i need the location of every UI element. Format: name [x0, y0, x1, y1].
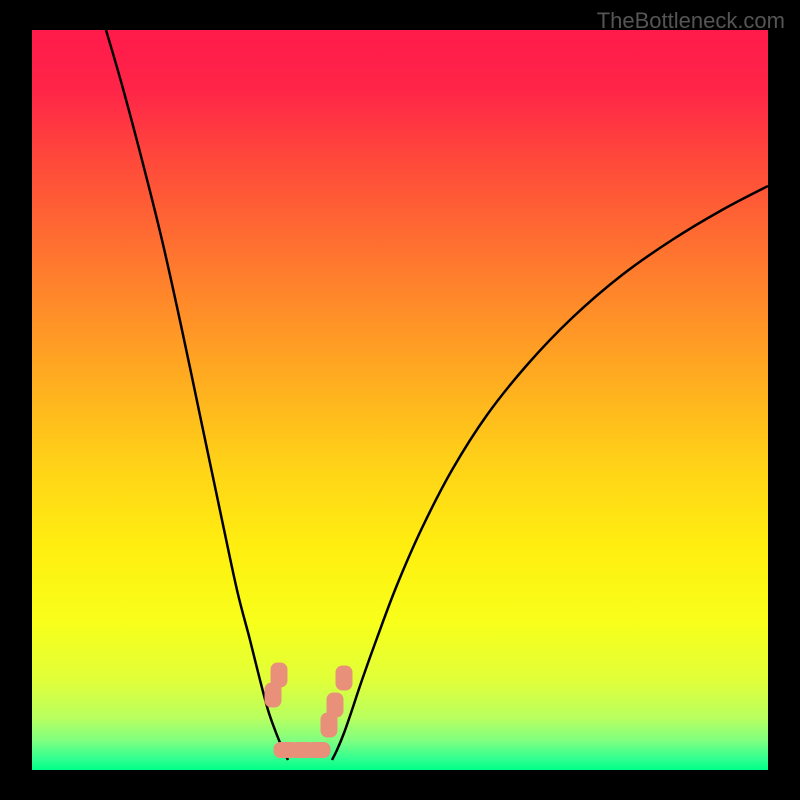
marker-7 — [336, 666, 353, 691]
marker-6 — [327, 693, 344, 718]
watermark-text: TheBottleneck.com — [597, 8, 785, 34]
chart-container: TheBottleneck.com — [0, 0, 800, 800]
marker-1 — [265, 683, 282, 708]
gradient-background — [32, 30, 768, 770]
bottleneck-curve-chart — [32, 30, 768, 770]
marker-4 — [306, 742, 331, 758]
plot-area — [32, 30, 768, 770]
